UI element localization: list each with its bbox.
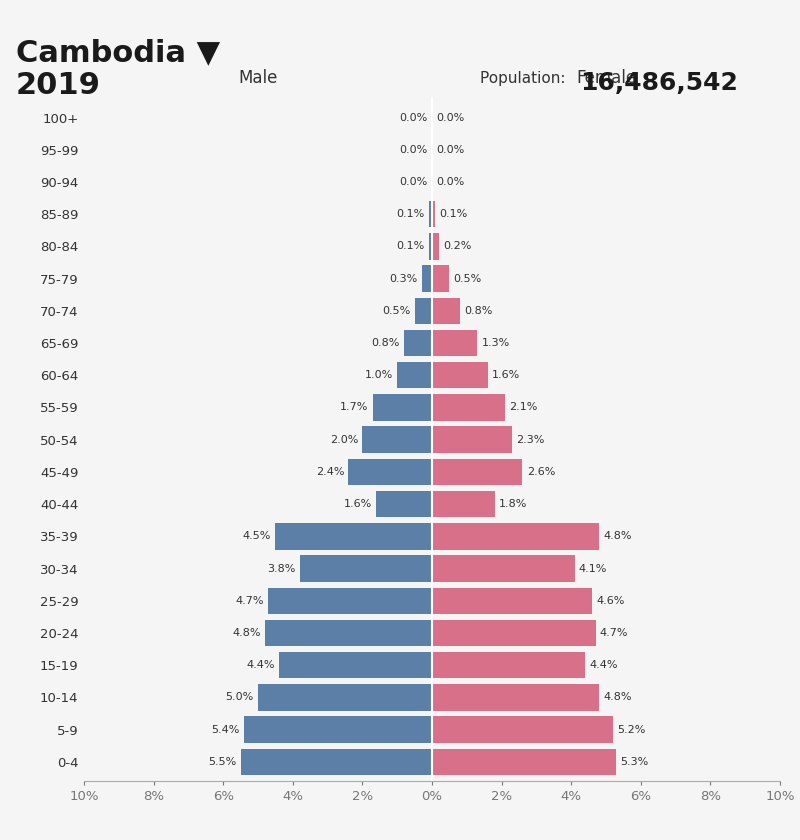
Text: 4.8%: 4.8% [603, 532, 632, 541]
Text: 2019: 2019 [16, 71, 101, 101]
Bar [432, 362, 488, 388]
Bar [373, 394, 432, 421]
Text: 0.1%: 0.1% [396, 241, 424, 251]
Bar [432, 234, 439, 260]
Bar [432, 523, 599, 549]
Text: Cambodia ▼: Cambodia ▼ [16, 38, 220, 67]
Text: 5.4%: 5.4% [211, 725, 240, 735]
Bar [432, 330, 478, 356]
Text: 1.6%: 1.6% [492, 370, 520, 381]
Bar [279, 652, 432, 679]
Text: 3.8%: 3.8% [267, 564, 295, 574]
Bar [432, 620, 595, 646]
Bar [432, 748, 617, 775]
Bar [265, 620, 432, 646]
Text: 2.0%: 2.0% [330, 435, 358, 444]
Bar [432, 652, 585, 679]
Bar [397, 362, 432, 388]
Text: 1.0%: 1.0% [365, 370, 393, 381]
Text: 4.4%: 4.4% [590, 660, 618, 670]
Text: 1.3%: 1.3% [482, 338, 510, 348]
Bar [432, 491, 494, 517]
Bar [349, 459, 432, 486]
Text: 0.2%: 0.2% [443, 241, 471, 251]
Text: 4.4%: 4.4% [246, 660, 274, 670]
Text: 0.0%: 0.0% [436, 177, 465, 187]
Bar [275, 523, 432, 549]
Text: 4.7%: 4.7% [600, 628, 628, 638]
Text: Female: Female [576, 69, 636, 87]
Text: 0.0%: 0.0% [399, 113, 428, 123]
Text: 0.1%: 0.1% [396, 209, 424, 219]
Bar [258, 685, 432, 711]
Text: 5.5%: 5.5% [208, 757, 237, 767]
Text: 0.8%: 0.8% [464, 306, 492, 316]
Text: 0.0%: 0.0% [436, 113, 465, 123]
Bar [404, 330, 432, 356]
Bar [432, 201, 435, 228]
Text: 0.1%: 0.1% [440, 209, 468, 219]
Text: 0.0%: 0.0% [399, 144, 428, 155]
Bar [429, 234, 432, 260]
Text: 1.8%: 1.8% [499, 499, 527, 509]
Text: 4.1%: 4.1% [579, 564, 607, 574]
Text: 2.6%: 2.6% [526, 467, 555, 477]
Bar [432, 717, 613, 743]
Text: 1.6%: 1.6% [344, 499, 372, 509]
Bar [414, 297, 432, 324]
Bar [432, 265, 450, 291]
Text: 1.7%: 1.7% [340, 402, 369, 412]
Text: Population:: Population: [480, 71, 570, 87]
Bar [429, 201, 432, 228]
Text: 4.7%: 4.7% [236, 596, 264, 606]
Bar [432, 587, 592, 614]
Text: 4.8%: 4.8% [603, 692, 632, 702]
Text: 16,486,542: 16,486,542 [580, 71, 738, 96]
Bar [362, 427, 432, 453]
Bar [300, 555, 432, 582]
Text: 4.6%: 4.6% [596, 596, 625, 606]
Bar [244, 717, 432, 743]
Text: Male: Male [238, 69, 278, 87]
Bar [432, 555, 574, 582]
Text: 5.0%: 5.0% [226, 692, 254, 702]
Text: 0.5%: 0.5% [382, 306, 410, 316]
Text: 0.0%: 0.0% [436, 144, 465, 155]
Bar [432, 685, 599, 711]
Text: 5.3%: 5.3% [621, 757, 649, 767]
Text: 5.2%: 5.2% [617, 725, 646, 735]
Text: 2.4%: 2.4% [316, 467, 344, 477]
Bar [432, 394, 505, 421]
Text: 0.3%: 0.3% [389, 274, 418, 284]
Bar [241, 748, 432, 775]
Text: 4.8%: 4.8% [232, 628, 261, 638]
Text: 0.0%: 0.0% [399, 177, 428, 187]
Bar [432, 427, 512, 453]
Text: 0.5%: 0.5% [454, 274, 482, 284]
Bar [432, 297, 460, 324]
Bar [422, 265, 432, 291]
Bar [376, 491, 432, 517]
Text: 4.5%: 4.5% [243, 532, 271, 541]
Text: 0.8%: 0.8% [372, 338, 400, 348]
Bar [269, 587, 432, 614]
Bar [432, 459, 522, 486]
Text: 2.1%: 2.1% [510, 402, 538, 412]
Text: 2.3%: 2.3% [516, 435, 545, 444]
